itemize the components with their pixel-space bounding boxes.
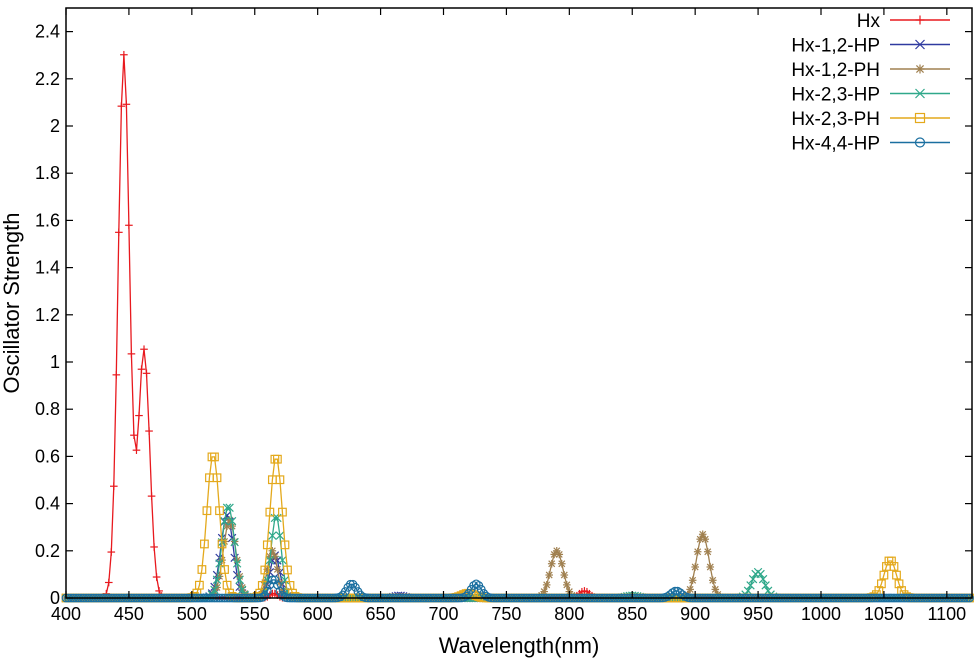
x-tick-label: 500 — [177, 604, 207, 624]
y-tick-label: 2.2 — [35, 69, 60, 89]
legend-item: Hx-1,2-HP — [791, 36, 950, 57]
y-tick-label: 2 — [50, 116, 60, 136]
y-tick-label: 1.2 — [35, 305, 60, 325]
legend-marker — [915, 39, 925, 50]
legend-label: Hx-2,3-PH — [791, 109, 880, 130]
legend-item: Hx-2,3-PH — [791, 109, 950, 130]
x-tick-label: 1050 — [864, 604, 904, 624]
legend-item: Hx-2,3-HP — [791, 85, 950, 106]
y-tick-label: 0.2 — [35, 541, 60, 561]
series-line — [66, 518, 970, 599]
x-tick-label: 550 — [240, 604, 270, 624]
y-tick-label: 1.6 — [35, 210, 60, 230]
y-tick-label: 1.8 — [35, 163, 60, 183]
series-line — [66, 513, 970, 599]
x-tick-label: 650 — [366, 604, 396, 624]
legend-item: Hx-4,4-HP — [791, 134, 950, 155]
x-tick-label: 950 — [743, 604, 773, 624]
x-tick-label: 850 — [617, 604, 647, 624]
x-tick-label: 400 — [51, 604, 81, 624]
y-tick-label: 1 — [50, 352, 60, 372]
ticks-layer: 400 450 500 550 600 650 700 750 800 850 900 950 1000… — [35, 8, 972, 624]
legend-item: Hx-1,2-PH — [791, 60, 950, 81]
x-axis-label: Wavelength(nm) — [439, 633, 600, 658]
y-tick-label: 0 — [50, 588, 60, 608]
legend-label: Hx — [857, 11, 881, 32]
y-tick-label: 0.4 — [35, 494, 60, 514]
legend-marker — [914, 112, 926, 124]
series-markers — [61, 452, 974, 603]
y-tick-label: 0.8 — [35, 399, 60, 419]
x-tick-label: 800 — [554, 604, 584, 624]
series-line — [66, 507, 970, 599]
legend-marker — [915, 88, 925, 99]
x-tick-label: 750 — [491, 604, 521, 624]
legend-marker — [914, 137, 926, 148]
y-tick-label: 1.4 — [35, 258, 60, 278]
series-hx-2-3-ph — [61, 452, 974, 603]
x-tick-label: 1000 — [801, 604, 841, 624]
legend-marker — [915, 64, 925, 74]
legend-item: Hx — [857, 11, 950, 32]
x-tick-label: 700 — [428, 604, 458, 624]
x-tick-label: 450 — [114, 604, 144, 624]
legend-label: Hx-2,3-HP — [791, 85, 880, 106]
legend-label: Hx-1,2-HP — [791, 36, 880, 57]
plot-frame — [65, 7, 973, 599]
legend-label: Hx-4,4-HP — [791, 134, 880, 155]
y-tick-label: 0.6 — [35, 446, 60, 466]
x-tick-label: 900 — [680, 604, 710, 624]
legend-label: Hx-1,2-PH — [791, 60, 880, 81]
series-line — [66, 456, 970, 599]
y-axis-label: Oscillator Strength — [0, 213, 24, 394]
x-tick-label: 600 — [303, 604, 333, 624]
y-tick-label: 2.4 — [35, 22, 60, 42]
legend-marker — [915, 15, 925, 25]
legend: Hx Hx-1,2-HP Hx-1,2-PH Hx-2,3-HP Hx-2,3-PH Hx… — [791, 11, 950, 155]
x-tick-label: 1100 — [927, 604, 966, 624]
